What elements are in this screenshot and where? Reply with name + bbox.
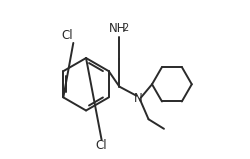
Text: 2: 2: [122, 23, 129, 33]
Text: Cl: Cl: [61, 29, 73, 42]
Text: NH: NH: [108, 22, 126, 35]
Text: Cl: Cl: [96, 139, 108, 152]
Text: N: N: [134, 92, 143, 105]
